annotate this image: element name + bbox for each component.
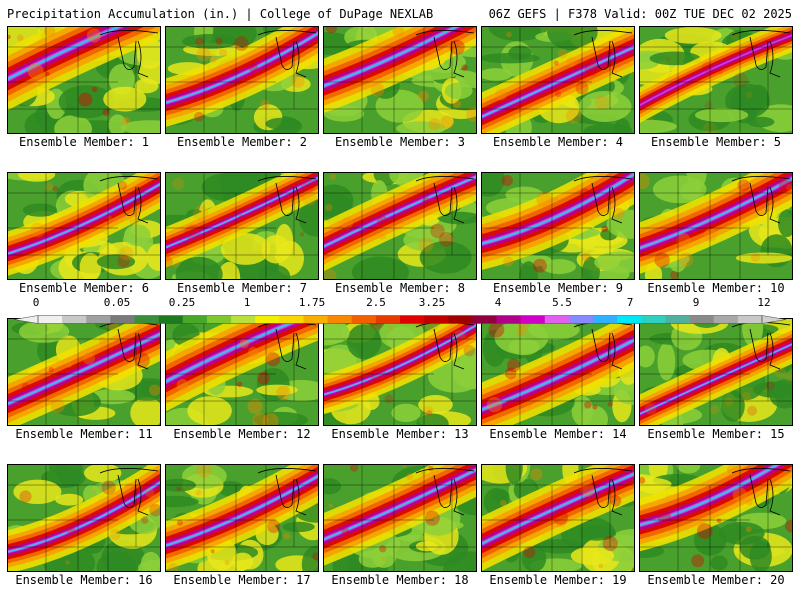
colorbar-tick-label: 1 [243,296,251,309]
colorbar-swatch [689,315,715,324]
precip-map [7,464,161,572]
precip-map [165,464,319,572]
colorbar-swatch [593,315,618,324]
member-label: Ensemble Member: 16 [15,573,153,587]
precip-map [323,172,477,280]
member-label: Ensemble Member: 12 [173,427,311,441]
colorbar-tick-label: 0 [32,296,40,309]
page-title: Precipitation Accumulation (in.) | Colle… [7,7,434,21]
colorbar-swatch [496,315,521,324]
precip-map [639,26,793,134]
member-label: Ensemble Member: 2 [176,135,308,149]
colorbar-high-arrow [761,315,787,324]
precip-map [165,172,319,280]
colorbar-tick-label: 0.25 [168,296,196,309]
colorbar-swatch [375,315,401,324]
member-label: Ensemble Member: 9 [492,281,624,295]
colorbar-tick-label: 12 [757,296,771,309]
valid-time-label: 06Z GEFS | F378 Valid: 00Z TUE DEC 02 20… [488,7,792,21]
member-label: Ensemble Member: 6 [18,281,150,295]
precip-map [323,464,477,572]
precip-map [639,318,793,426]
colorbar-svg [13,315,787,324]
colorbar-swatch [255,315,280,324]
member-label: Ensemble Member: 7 [176,281,308,295]
colorbar-swatch [206,315,232,324]
colorbar-swatch [520,315,546,324]
colorbar-tick-label: 5.5 [552,296,572,309]
colorbar-bar [13,309,787,324]
precip-map [481,464,635,572]
precip-map [481,318,635,426]
precip-map [481,26,635,134]
colorbar-low-arrow [13,315,39,324]
colorbar-swatch [62,315,87,324]
colorbar-swatch [400,315,425,324]
precip-map [165,26,319,134]
precip-map [323,318,477,426]
precip-map [7,318,161,426]
colorbar-swatch [86,315,111,324]
colorbar-swatch [327,315,353,324]
member-label: Ensemble Member: 19 [489,573,627,587]
precip-map [165,318,319,426]
member-label: Ensemble Member: 20 [647,573,785,587]
precip-map [323,26,477,134]
colorbar-tick-label: 2.5 [366,296,386,309]
colorbar-tick-label: 1.75 [298,296,326,309]
member-label: Ensemble Member: 11 [15,427,153,441]
member-label: Ensemble Member: 13 [331,427,469,441]
colorbar-swatch [182,315,208,324]
colorbar-swatch [544,315,570,324]
member-label: Ensemble Member: 5 [650,135,782,149]
member-label: Ensemble Member: 4 [492,135,624,149]
colorbar-swatch [303,315,328,324]
colorbar-swatch [641,315,666,324]
colorbar-swatch [158,315,184,324]
colorbar-tick-label: 3.25 [418,296,446,309]
member-label: Ensemble Member: 18 [331,573,469,587]
member-label: Ensemble Member: 1 [18,135,150,149]
colorbar-swatch [713,315,739,324]
member-label: Ensemble Member: 14 [489,427,627,441]
colorbar-tick-label: 9 [692,296,700,309]
member-label: Ensemble Member: 8 [334,281,466,295]
precip-map [639,464,793,572]
precip-map [7,172,161,280]
colorbar-swatch [110,315,135,324]
colorbar-tick-label: 7 [626,296,634,309]
colorbar-swatch [617,315,642,324]
member-label: Ensemble Member: 3 [334,135,466,149]
colorbar-swatch [134,315,159,324]
colorbar-swatch [472,315,497,324]
colorbar-swatch [424,315,449,324]
colorbar-swatch [737,315,763,324]
colorbar-swatch [665,315,690,324]
precip-map [481,172,635,280]
precip-map [7,26,161,134]
colorbar-tick-label: 4 [494,296,502,309]
member-label: Ensemble Member: 10 [647,281,785,295]
colorbar-swatch [568,315,594,324]
precip-colorbar: 0 0.05 0.25 1 1.75 2.5 3.25 4 5.5 7 9 12 [13,296,787,324]
colorbar-tick-label: 0.05 [103,296,131,309]
colorbar-swatch [448,315,473,324]
colorbar-swatch [279,315,304,324]
member-label: Ensemble Member: 15 [647,427,785,441]
colorbar-swatch [351,315,377,324]
colorbar-swatch [38,315,63,324]
precip-map [639,172,793,280]
member-label: Ensemble Member: 17 [173,573,311,587]
colorbar-swatch [231,315,256,324]
